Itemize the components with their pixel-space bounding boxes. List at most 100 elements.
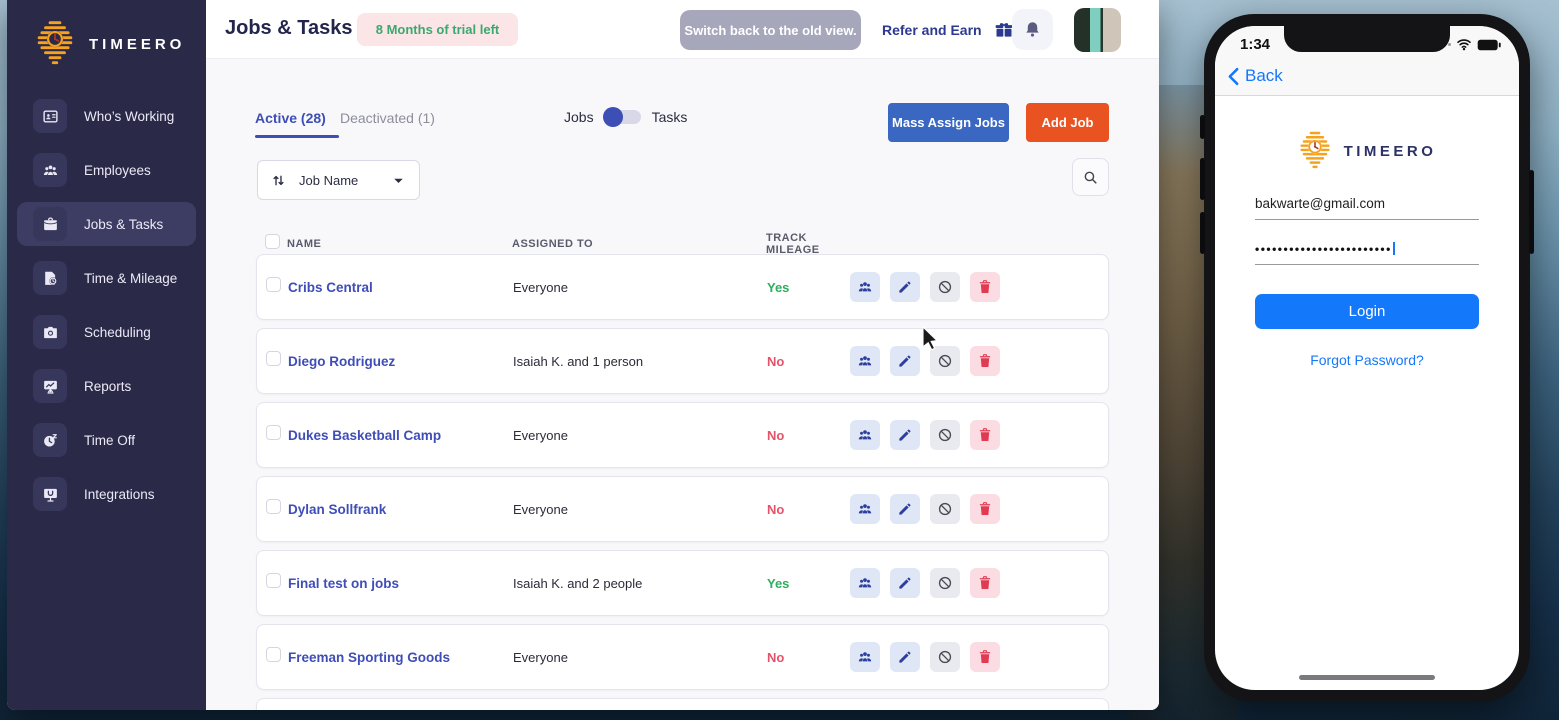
job-name-link[interactable]: Dylan Sollfrank: [288, 501, 387, 517]
tab-deactivated[interactable]: Deactivated (1): [340, 110, 435, 126]
sidebar-item-label: Jobs & Tasks: [84, 216, 164, 232]
assign-people-button[interactable]: [850, 494, 880, 524]
refer-and-earn-link[interactable]: Refer and Earn: [882, 0, 1014, 59]
mass-assign-jobs-button[interactable]: Mass Assign Jobs: [888, 103, 1009, 142]
phone-volume-up-button: [1200, 158, 1205, 200]
add-job-button[interactable]: Add Job: [1026, 103, 1109, 142]
wifi-icon: [1457, 39, 1471, 51]
sidebar-item-label: Time Off: [84, 432, 136, 448]
job-name-link[interactable]: Cribs Central: [288, 279, 373, 295]
deactivate-button[interactable]: [930, 346, 960, 376]
edit-button[interactable]: [890, 420, 920, 450]
row-checkbox[interactable]: [266, 647, 281, 662]
jobs-list: Cribs Central Everyone Yes: [256, 254, 1109, 690]
assign-people-button[interactable]: [850, 642, 880, 672]
notifications-button[interactable]: [1012, 9, 1053, 50]
edit-button[interactable]: [890, 494, 920, 524]
delete-button[interactable]: [970, 494, 1000, 524]
assigned-to-value: Isaiah K. and 2 people: [513, 575, 643, 591]
job-name-link[interactable]: Diego Rodriguez: [288, 353, 396, 369]
delete-button[interactable]: [970, 568, 1000, 598]
sidebar-item-icon: [42, 270, 59, 287]
deactivate-button[interactable]: [930, 272, 960, 302]
back-label: Back: [1245, 66, 1283, 85]
assign-people-button[interactable]: [850, 346, 880, 376]
switch-old-view-button[interactable]: Switch back to the old view.: [680, 10, 861, 50]
bell-icon: [1023, 20, 1042, 39]
password-field[interactable]: ••••••••••••••••••••••••: [1255, 242, 1479, 265]
sidebar-item[interactable]: Integrations: [17, 472, 196, 516]
jobs-content: Active (28) Deactivated (1) Jobs Tasks M…: [206, 59, 1159, 710]
sidebar-item[interactable]: Employees: [17, 148, 196, 192]
select-all-checkbox[interactable]: [265, 234, 280, 249]
jobs-tasks-toggle[interactable]: [602, 107, 641, 127]
deactivate-button[interactable]: [930, 420, 960, 450]
trash-icon: [977, 279, 993, 295]
edit-button[interactable]: [890, 568, 920, 598]
job-name-link[interactable]: Dukes Basketball Camp: [288, 427, 442, 443]
home-indicator: [1299, 675, 1435, 680]
sidebar-item[interactable]: Who’s Working: [17, 94, 196, 138]
sidebar-item-icon: [42, 432, 59, 449]
row-checkbox[interactable]: [266, 351, 281, 366]
track-mileage-value: Yes: [767, 575, 790, 591]
column-header-name: NAME: [287, 238, 322, 250]
brand-name: TIMEERO: [1343, 142, 1437, 160]
row-checkbox[interactable]: [266, 573, 281, 588]
job-name-link[interactable]: Final test on jobs: [288, 575, 400, 591]
assign-people-button[interactable]: [850, 272, 880, 302]
toggle-label-jobs: Jobs: [564, 109, 594, 125]
brand-logo[interactable]: TIMEERO: [7, 0, 206, 72]
sidebar-item[interactable]: Reports: [17, 364, 196, 408]
user-avatar[interactable]: [1074, 8, 1121, 52]
edit-button[interactable]: [890, 642, 920, 672]
delete-button[interactable]: [970, 272, 1000, 302]
search-button[interactable]: [1072, 158, 1109, 196]
row-checkbox[interactable]: [266, 499, 281, 514]
trash-icon: [977, 427, 993, 443]
status-time: 1:34: [1240, 36, 1271, 53]
back-button[interactable]: Back: [1228, 66, 1283, 86]
sort-arrows-icon: [270, 172, 287, 189]
phone-notch: [1284, 26, 1450, 52]
job-name-link[interactable]: Freeman Sporting Goods: [288, 649, 451, 665]
deactivate-button[interactable]: [930, 494, 960, 524]
sidebar-item-icon: [42, 162, 59, 179]
delete-button[interactable]: [970, 420, 1000, 450]
forgot-password-link[interactable]: Forgot Password?: [1310, 352, 1424, 368]
trash-icon: [977, 575, 993, 591]
login-button[interactable]: Login: [1255, 294, 1479, 329]
sidebar-item[interactable]: Time & Mileage: [17, 256, 196, 300]
trash-icon: [977, 649, 993, 665]
assign-people-button[interactable]: [850, 420, 880, 450]
sidebar-item[interactable]: Jobs & Tasks: [17, 202, 196, 246]
phone-brand-logo: TIMEERO: [1215, 131, 1519, 171]
deactivate-button[interactable]: [930, 642, 960, 672]
delete-button[interactable]: [970, 346, 1000, 376]
sidebar-item-label: Employees: [84, 162, 151, 178]
sidebar-item[interactable]: Scheduling: [17, 310, 196, 354]
delete-button[interactable]: [970, 642, 1000, 672]
track-mileage-value: No: [767, 501, 785, 517]
timeero-logo-icon: [1298, 131, 1332, 171]
ban-icon: [937, 279, 953, 295]
toggle-label-tasks: Tasks: [651, 109, 688, 125]
sidebar-item-icon: [42, 324, 59, 341]
sidebar-item-label: Reports: [84, 378, 132, 394]
table-row: Dylan Sollfrank Everyone No: [256, 476, 1109, 542]
row-actions: [850, 494, 1000, 524]
email-field[interactable]: bakwarte@gmail.com: [1255, 196, 1479, 220]
table-row: [256, 698, 1109, 710]
deactivate-button[interactable]: [930, 568, 960, 598]
app-header: Jobs & Tasks 8 Months of trial left Swit…: [206, 0, 1159, 59]
row-checkbox[interactable]: [266, 277, 281, 292]
ban-icon: [937, 649, 953, 665]
row-checkbox[interactable]: [266, 425, 281, 440]
edit-button[interactable]: [890, 272, 920, 302]
sort-dropdown[interactable]: Job Name: [257, 160, 420, 200]
sidebar-item[interactable]: Time Off: [17, 418, 196, 462]
edit-button[interactable]: [890, 346, 920, 376]
tab-active[interactable]: Active (28): [255, 110, 326, 126]
assign-people-button[interactable]: [850, 568, 880, 598]
